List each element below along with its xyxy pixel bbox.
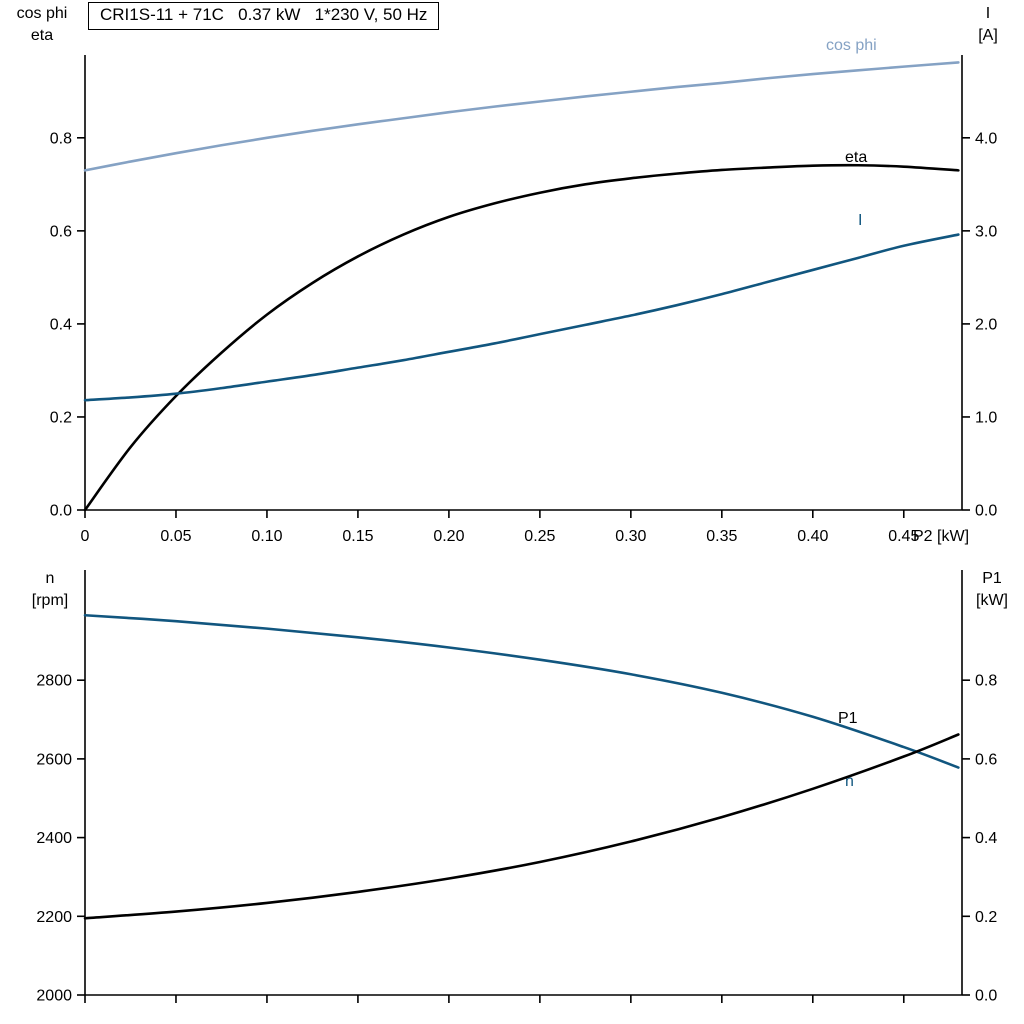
left-tick-label: 2800 [36,673,72,690]
left-tick-label: 2600 [36,751,72,768]
right-axis-label: I [986,5,990,22]
top-chart: 0.0 0.2 0.4 0.6 0.8 0.0 1.0 2.0 3.0 4.0 0 0.05 0.10 0… [17,5,998,545]
right-tick-label: 3.0 [975,223,997,240]
right-tick-label: 0.0 [975,988,997,1005]
right-tick-label: 0.6 [975,751,997,768]
right-axis-label: [A] [978,27,998,44]
right-tick-label: 0.0 [975,503,997,520]
x-tick-label: 0.35 [706,528,737,545]
left-tick-label: 0.0 [50,503,72,520]
right-tick-label: 0.2 [975,909,997,926]
right-tick-label: 1.0 [975,409,997,426]
right-tick-label: 2.0 [975,316,997,333]
right-tick-label: 0.8 [975,673,997,690]
curve-label-p1: P1 [838,710,858,727]
curve-label-n: n [845,773,854,790]
left-tick-label: 0.8 [50,130,72,147]
curve-n [83,613,960,769]
curve-label-cos-phi: cos phi [826,37,877,54]
curve-label-eta: eta [845,149,867,166]
x-tick-label: 0.05 [160,528,191,545]
curve-i [83,233,960,402]
x-tick-label: 0.25 [524,528,555,545]
left-axis-label: [rpm] [32,592,68,609]
x-tick-label: 0.15 [342,528,373,545]
x-tick-label: 0.45 [888,528,919,545]
left-axis-label: eta [31,27,53,44]
left-axis-label: n [46,570,55,587]
left-tick-label: 2000 [36,988,72,1005]
x-tick-label: 0.20 [433,528,464,545]
left-tick-label: 0.4 [50,316,72,333]
right-axis-label: [kW] [976,592,1008,609]
left-tick-label: 0.2 [50,409,72,426]
right-tick-label: 4.0 [975,130,997,147]
x-tick-label: 0.40 [797,528,828,545]
left-tick-label: 2200 [36,909,72,926]
right-axis-label: P1 [982,570,1002,587]
x-axis-label: P2 [kW] [913,528,969,545]
x-tick-label: 0.30 [615,528,646,545]
curve-p1 [83,733,960,920]
chart-title-box: CRI1S-11 + 71C 0.37 kW 1*230 V, 50 Hz [88,2,440,30]
right-tick-label: 0.4 [975,830,997,847]
curve-eta [83,163,960,512]
left-tick-label: 0.6 [50,223,72,240]
left-axis-label: cos phi [17,5,68,22]
left-tick-label: 2400 [36,830,72,847]
curve-label-i: I [858,212,862,229]
x-tick-label: 0 [81,528,90,545]
x-tick-label: 0.10 [251,528,282,545]
curve-cos-phi [83,61,960,172]
bottom-chart: 2000 2200 2400 2600 2800 0.0 0.2 0.4 0.6 0.8 n [rpm… [32,570,1008,1005]
